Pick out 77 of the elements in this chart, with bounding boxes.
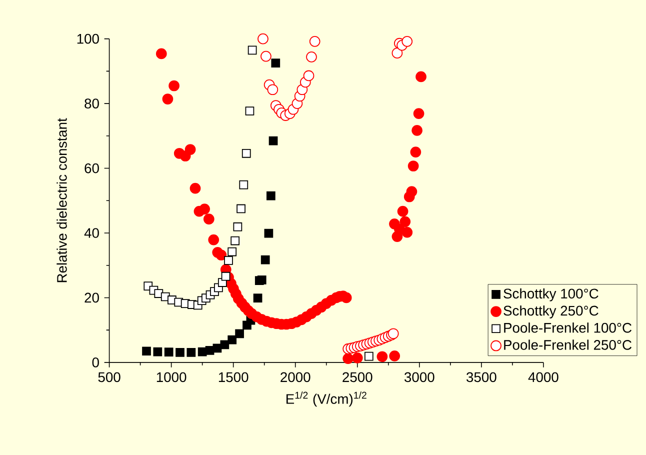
point <box>168 80 180 92</box>
point <box>235 329 244 338</box>
point <box>342 353 354 364</box>
point <box>186 348 196 357</box>
point <box>416 71 426 82</box>
point <box>153 347 162 356</box>
point <box>397 206 408 217</box>
point <box>242 148 251 158</box>
point <box>203 214 214 224</box>
point <box>228 247 237 256</box>
point <box>205 346 214 355</box>
x-tick-label: 1500 <box>218 372 248 382</box>
point <box>190 182 201 194</box>
point <box>408 160 419 172</box>
point <box>260 255 270 264</box>
point <box>245 106 254 116</box>
point <box>392 48 403 58</box>
point <box>266 191 276 200</box>
point <box>164 348 174 357</box>
point <box>176 348 184 357</box>
y-tick-label: 20 <box>84 292 99 303</box>
legend-label: Schottky 100°C <box>504 288 598 302</box>
y-tick-label: 100 <box>77 34 99 44</box>
point <box>257 275 266 284</box>
y-axis-title: Relative dielectric constant <box>56 118 67 282</box>
x-tick-label: 1000 <box>156 372 186 382</box>
x-tick-label: 3000 <box>404 372 434 382</box>
y-tick-label: 0 <box>92 358 99 368</box>
point <box>199 204 210 214</box>
point <box>184 144 196 155</box>
point <box>220 340 230 350</box>
point <box>156 48 167 60</box>
x-tick-label: 2500 <box>342 372 372 382</box>
point <box>260 50 272 62</box>
y-tick-label: 60 <box>84 163 99 174</box>
legend-label: Schottky 250°C <box>504 305 598 318</box>
point <box>352 352 363 364</box>
point <box>221 272 230 281</box>
x-axis-title: E$^{1/2}$ (V/cm)$^{1/2}$ <box>286 392 366 407</box>
point <box>162 94 174 104</box>
x-tick-label: 4000 <box>528 372 558 382</box>
point <box>224 256 233 265</box>
point <box>400 216 411 228</box>
y-tick-label: 80 <box>84 98 99 108</box>
point <box>402 36 413 47</box>
legend-label: Poole-Frenkel 100°C <box>504 322 632 333</box>
point <box>303 70 314 82</box>
point <box>228 335 237 344</box>
legend-label: Poole-Frenkel 250°C <box>504 340 632 350</box>
point <box>142 346 151 356</box>
point <box>309 36 320 47</box>
point <box>248 46 257 55</box>
point <box>208 234 220 246</box>
point <box>216 250 227 260</box>
point <box>410 146 422 158</box>
point <box>258 33 268 44</box>
y-tick-label: 40 <box>84 228 99 238</box>
point <box>406 186 418 197</box>
point <box>376 351 388 362</box>
point <box>233 222 242 232</box>
point <box>239 180 248 190</box>
point <box>268 136 278 146</box>
point <box>364 352 374 361</box>
point <box>306 52 317 62</box>
x-tick-label: 500 <box>98 372 120 382</box>
x-tick-label: 3500 <box>466 372 496 382</box>
point <box>271 58 280 68</box>
point <box>412 124 422 136</box>
point <box>389 350 400 362</box>
x-tick-label: 2000 <box>280 372 310 382</box>
point <box>230 236 240 246</box>
point <box>267 84 278 96</box>
point <box>402 226 413 238</box>
point <box>236 204 246 214</box>
point <box>413 108 424 119</box>
point <box>264 228 274 238</box>
point <box>253 294 262 302</box>
